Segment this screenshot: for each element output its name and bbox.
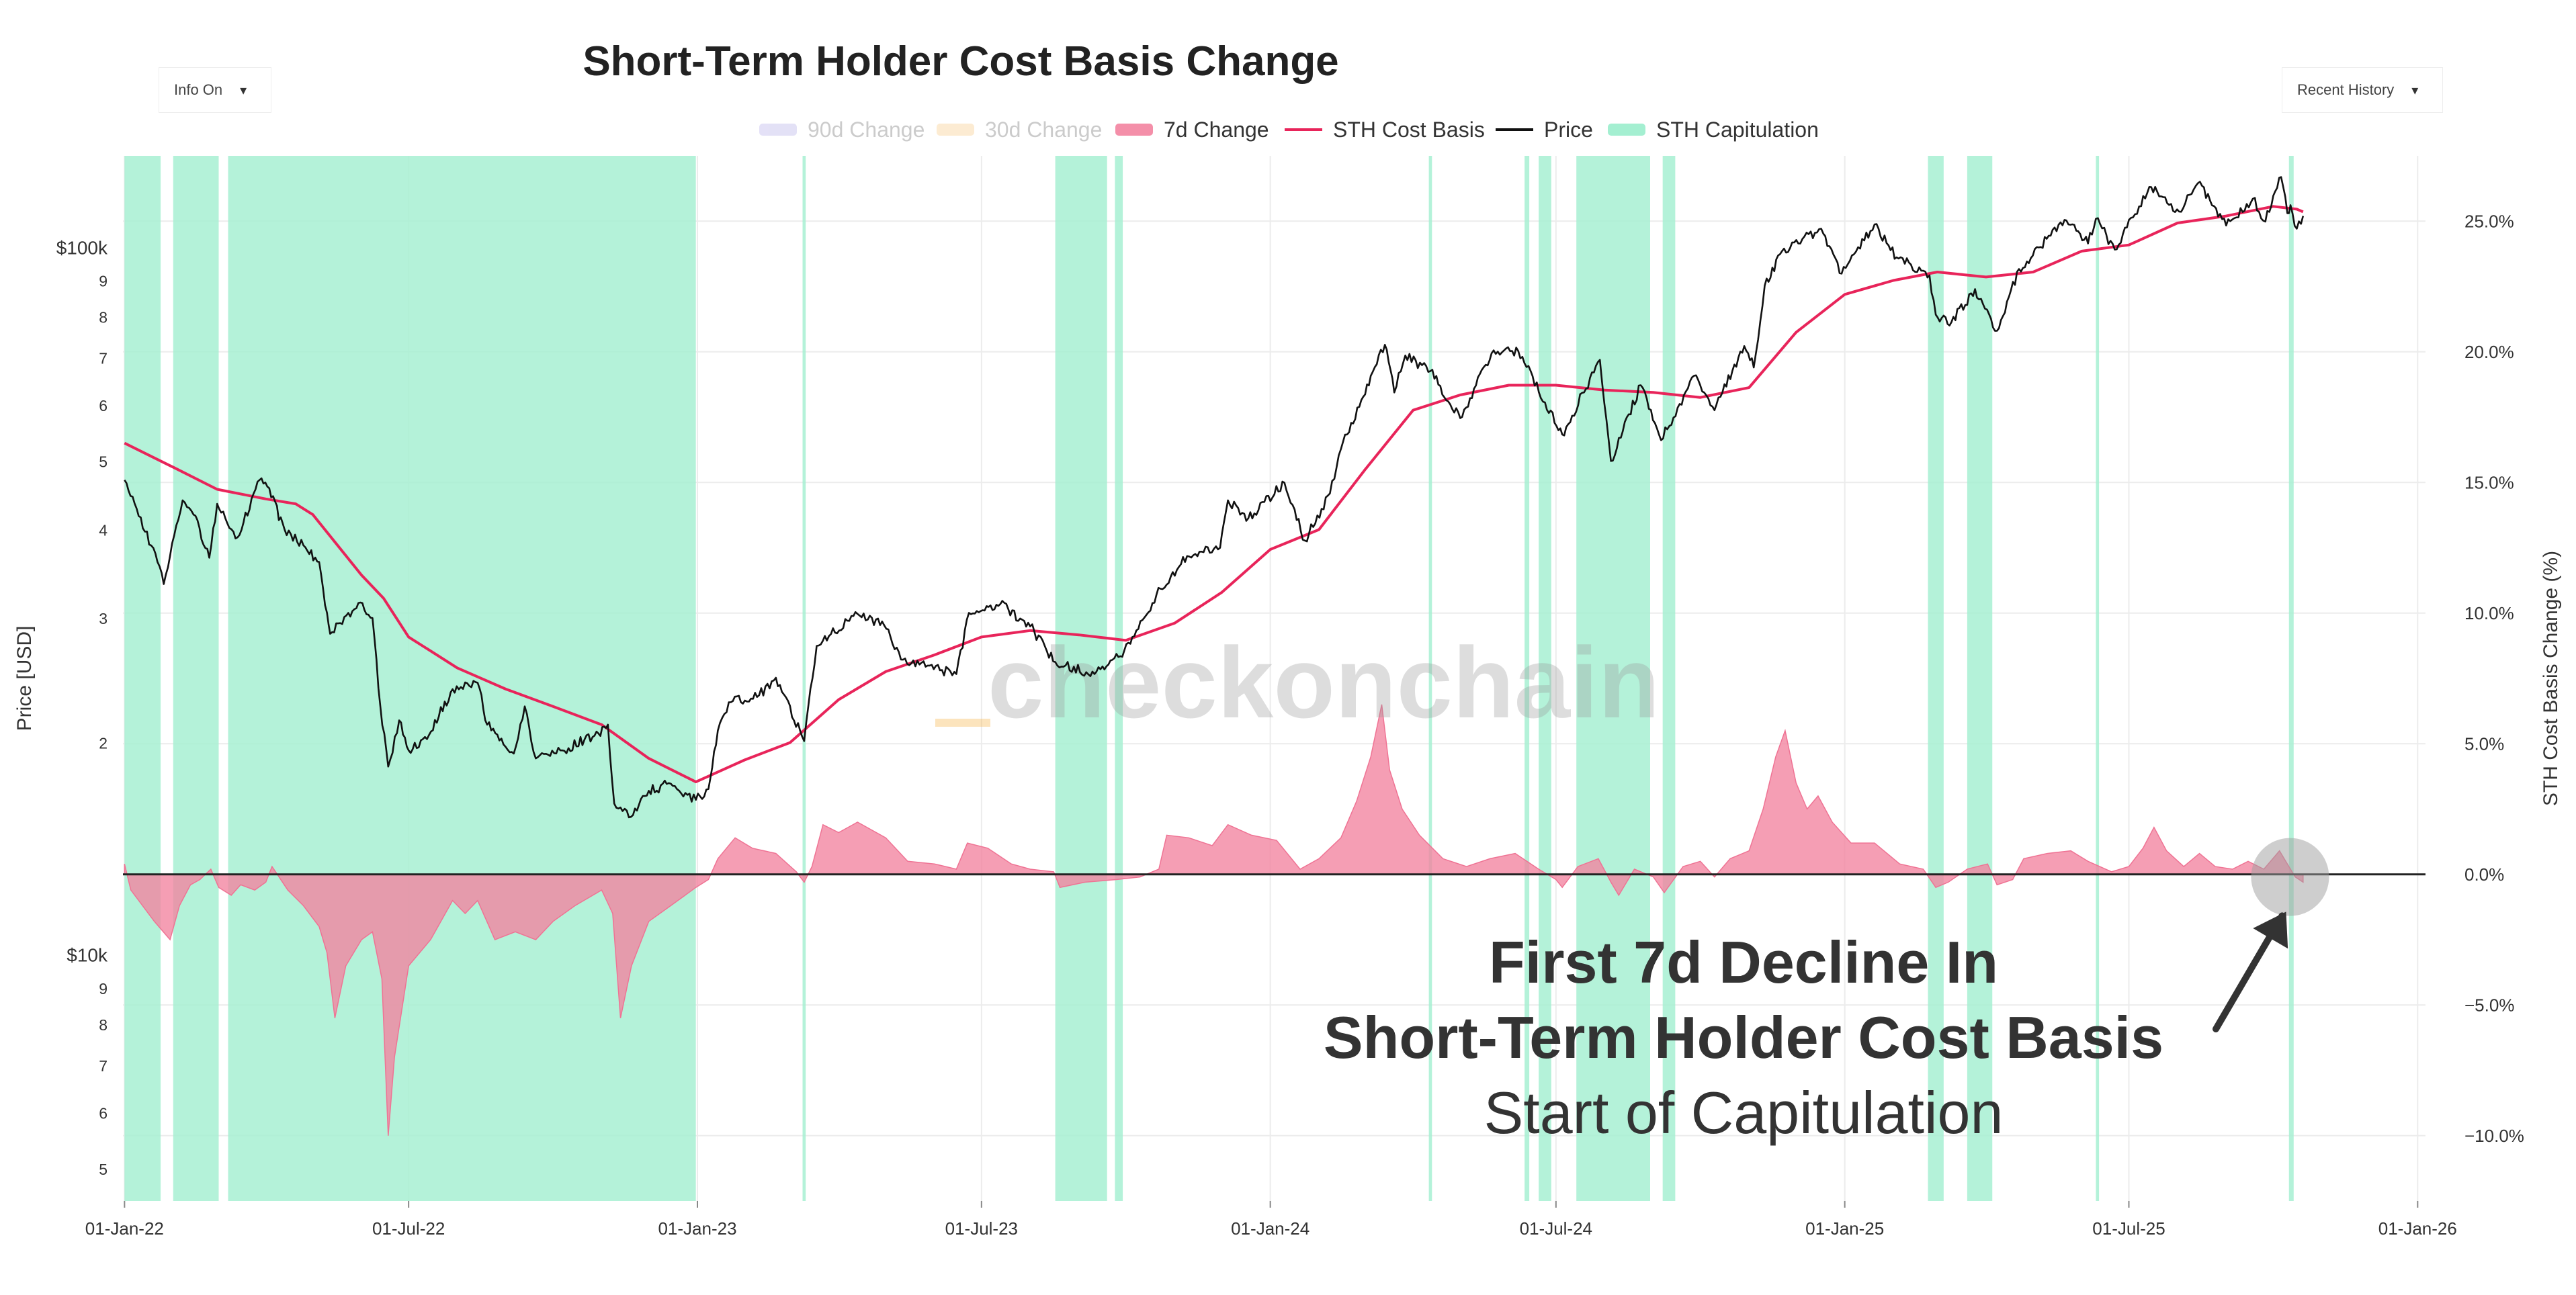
y-tick-label: 2 [99, 735, 108, 752]
axes: 01-Jan-22 01-Jul-22 01-Jan-23 01-Jul-23 01-J… [56, 211, 2524, 1239]
y-tick-label: 8 [99, 1016, 108, 1034]
x-tick-label: 01-Jul-25 [2092, 1218, 2165, 1239]
legend-item[interactable]: 7d Change [1115, 118, 1269, 142]
history-select-label: Recent History [2297, 81, 2395, 98]
y-tick-label: $10k [67, 945, 108, 966]
annotation: First 7d Decline In Short-Term Holder Cos… [1324, 838, 2329, 1146]
y-tick-label: 5 [99, 453, 108, 470]
capitulation-band [1539, 156, 1551, 1201]
y-tick-label: $100k [56, 237, 108, 258]
capitulation-band [1928, 156, 1944, 1201]
y2-axis-label: STH Cost Basis Change (%) [2540, 551, 2562, 806]
legend-item[interactable]: STH Capitulation [1608, 118, 1819, 142]
legend-label: 7d Change [1164, 118, 1269, 142]
capitulation-band [2096, 156, 2100, 1201]
y-tick-label: 7 [99, 349, 108, 367]
capitulation-band [1576, 156, 1650, 1201]
y2-tick-label: −5.0% [2464, 995, 2514, 1015]
legend-label: 30d Change [985, 118, 1102, 142]
chevron-down-icon: ▾ [2411, 83, 2419, 98]
x-tick-label: 01-Jan-26 [2378, 1218, 2457, 1239]
annotation-line-2: Short-Term Holder Cost Basis [1324, 1004, 2163, 1071]
history-select[interactable]: Recent History ▾ [2282, 67, 2443, 113]
watermark: checkonchain [988, 626, 1660, 739]
seven-day-change-area-path [124, 704, 2304, 1136]
y-tick-label: 4 [99, 521, 108, 539]
capitulation-band [2288, 156, 2294, 1201]
capitulation-band [1525, 156, 1530, 1201]
annotation-line-3: Start of Capitulation [1484, 1079, 2004, 1146]
y2-tick-label: 25.0% [2464, 211, 2514, 231]
x-tick-label: 01-Jan-25 [1805, 1218, 1884, 1239]
y-tick-label: 5 [99, 1161, 108, 1178]
legend-swatch [937, 124, 974, 136]
legend-item[interactable]: 30d Change [937, 118, 1102, 142]
capitulation-band [228, 156, 696, 1201]
annotation-arrowhead [2253, 911, 2288, 949]
y-tick-label: 3 [99, 610, 108, 627]
y2-tick-label: 10.0% [2464, 603, 2514, 623]
legend-item[interactable]: Price [1496, 118, 1593, 142]
legend-label: STH Capitulation [1656, 118, 1819, 142]
series-lines [124, 176, 2305, 819]
watermark-dash [935, 719, 990, 727]
capitulation-band [1967, 156, 1993, 1201]
capitulation-band [1428, 156, 1432, 1201]
x-tick-label: 01-Jan-23 [658, 1218, 736, 1239]
info-toggle-button[interactable]: Info On ▾ [159, 67, 271, 113]
y2-tick-label: 20.0% [2464, 342, 2514, 362]
legend-swatch [1115, 124, 1153, 136]
y-tick-label: 9 [99, 980, 108, 997]
x-tick-label: 01-Jul-22 [372, 1218, 445, 1239]
capitulation-band [1115, 156, 1123, 1201]
y-tick-label: 8 [99, 308, 108, 326]
capitulation-band [124, 156, 161, 1201]
x-tick-label: 01-Jul-23 [945, 1218, 1018, 1239]
y2-tick-label: 5.0% [2464, 733, 2504, 754]
y-axis-label: Price [USD] [13, 626, 36, 731]
legend-swatch [759, 124, 797, 136]
y2-tick-label: 0.0% [2464, 864, 2504, 885]
y2-tick-label: −10.0% [2464, 1126, 2524, 1146]
chart-title: Short-Term Holder Cost Basis Change [583, 38, 1338, 85]
capitulation-band [1662, 156, 1676, 1201]
legend-item[interactable]: STH Cost Basis [1285, 118, 1485, 142]
chevron-down-icon: ▾ [240, 83, 247, 98]
sth-cost-basis-line [124, 205, 2304, 784]
y2-tick-label: 15.0% [2464, 472, 2514, 492]
y-tick-label: 9 [99, 272, 108, 289]
legend-label: Price [1544, 118, 1593, 142]
x-tick-label: 01-Jan-22 [85, 1218, 164, 1239]
annotation-line-1: First 7d Decline In [1489, 929, 1998, 995]
x-tick-label: 01-Jul-24 [1520, 1218, 1592, 1239]
price-line [124, 176, 2305, 819]
capitulation-bands [124, 156, 2294, 1201]
legend-label: 90d Change [808, 118, 925, 142]
seven-day-change-area [124, 704, 2304, 1136]
capitulation-band [1055, 156, 1107, 1201]
y-tick-label: 6 [99, 1104, 108, 1122]
capitulation-band [802, 156, 806, 1201]
legend-swatch [1608, 124, 1645, 136]
legend-item[interactable]: 90d Change [759, 118, 925, 142]
legend-label: STH Cost Basis [1333, 118, 1485, 142]
y-tick-label: 7 [99, 1057, 108, 1075]
x-tick-label: 01-Jan-24 [1231, 1218, 1310, 1239]
info-toggle-label: Info On [174, 81, 223, 98]
legend: 90d Change 30d Change 7d Change STH Cost Ba… [759, 118, 1819, 142]
y-tick-label: 6 [99, 397, 108, 414]
capitulation-band [173, 156, 219, 1201]
annotation-highlight-circle [2251, 838, 2329, 916]
